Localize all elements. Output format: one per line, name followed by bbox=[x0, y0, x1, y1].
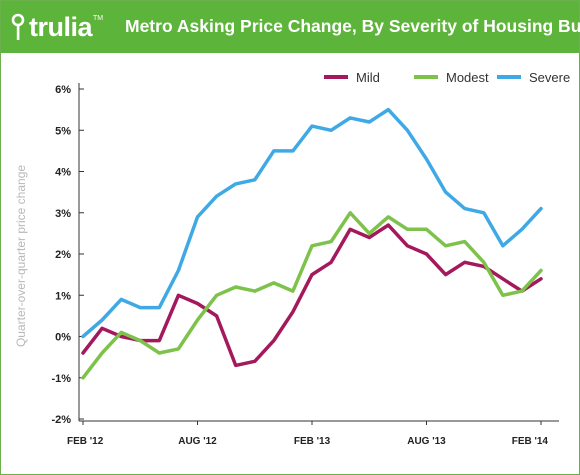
series-lines bbox=[81, 107, 543, 380]
y-axis-title: Quarter-over-quarter price change bbox=[14, 165, 28, 347]
logo-trademark: TM bbox=[93, 15, 104, 22]
x-tick-label: AUG '13 bbox=[407, 436, 446, 447]
location-pin-icon bbox=[11, 13, 25, 40]
y-tick-label: -1% bbox=[51, 373, 71, 385]
logo-wordmark: trulia bbox=[29, 11, 93, 42]
series-line-severe bbox=[81, 107, 543, 339]
y-tick-label: 5% bbox=[55, 125, 71, 137]
x-tick-label: AUG '12 bbox=[178, 436, 217, 447]
y-ticks: 6% 5% 4% 3% 2% 1% 0% -1% -2% bbox=[51, 84, 84, 426]
legend-label-severe: Severe bbox=[529, 70, 570, 85]
series-line-mild bbox=[81, 223, 543, 368]
x-ticks: FEB '12 AUG '12 FEB '13 AUG '13 FEB '14 bbox=[67, 421, 548, 447]
y-tick-label: 0% bbox=[55, 332, 71, 344]
y-tick-label: 2% bbox=[55, 249, 71, 261]
legend-label-mild: Mild bbox=[356, 70, 380, 85]
y-tick-label: 3% bbox=[55, 208, 71, 220]
header-bar: trulia TM Metro Asking Price Change, By … bbox=[1, 1, 580, 53]
x-tick-label: FEB '14 bbox=[512, 436, 549, 447]
chart-title: Metro Asking Price Change, By Severity o… bbox=[125, 16, 580, 36]
x-tick-label: FEB '12 bbox=[67, 436, 104, 447]
y-tick-label: 4% bbox=[55, 167, 71, 179]
y-tick-label: -2% bbox=[51, 414, 71, 426]
trulia-logo: trulia TM bbox=[11, 11, 103, 43]
y-tick-label: 6% bbox=[55, 84, 71, 96]
legend-label-modest: Modest bbox=[446, 70, 489, 85]
legend: Mild Modest Severe bbox=[324, 70, 570, 85]
y-tick-label: 1% bbox=[55, 290, 71, 302]
series-line-modest bbox=[81, 211, 543, 380]
x-tick-label: FEB '13 bbox=[294, 436, 331, 447]
